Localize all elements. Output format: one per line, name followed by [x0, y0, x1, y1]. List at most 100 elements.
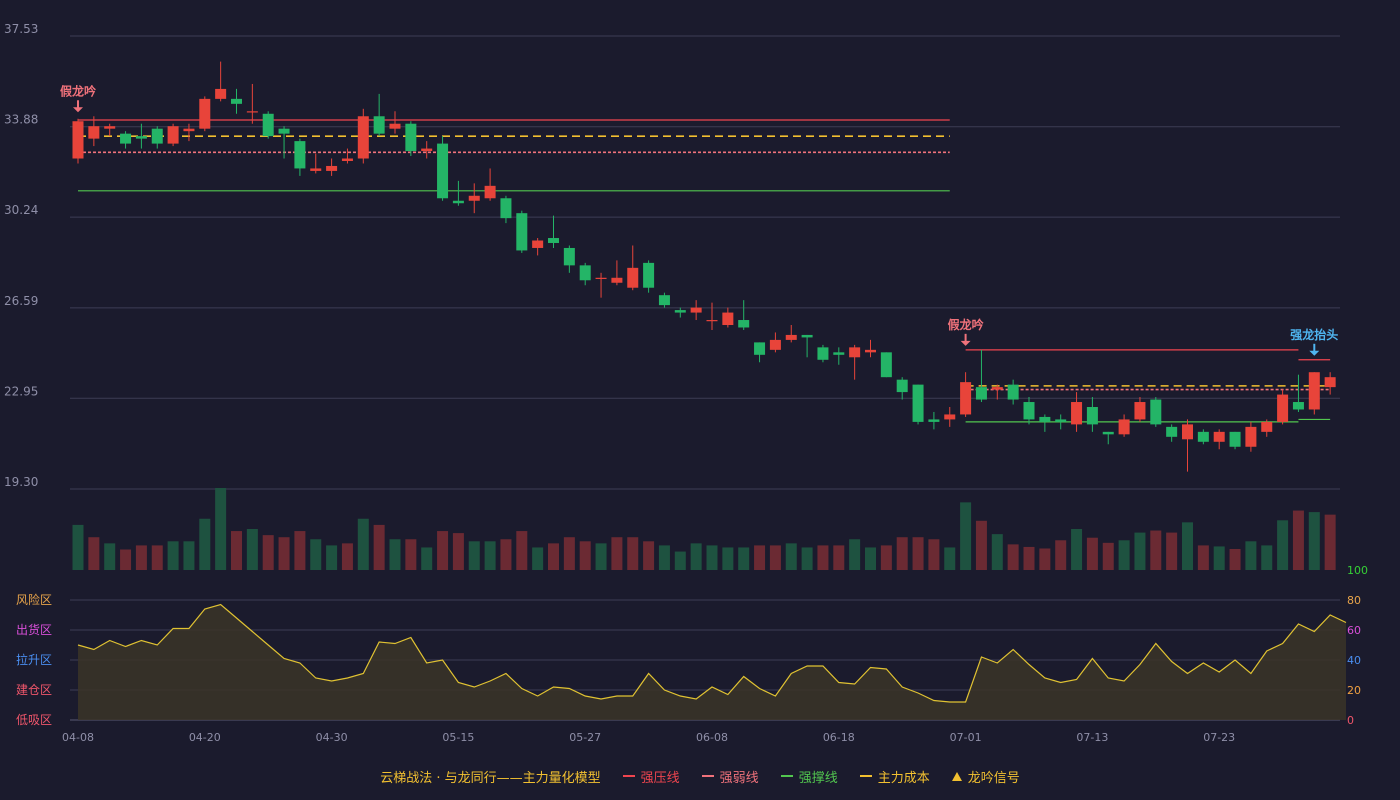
candle-body: [88, 126, 100, 139]
volume-bar: [658, 545, 670, 570]
volume-bar: [484, 541, 496, 570]
candle-body: [1229, 431, 1241, 447]
volume-bar: [754, 545, 766, 570]
candle-body: [944, 414, 956, 420]
volume-bar: [72, 524, 84, 570]
candle-body: [912, 384, 924, 422]
volume-bar: [643, 541, 655, 570]
volume-bar: [912, 537, 924, 570]
level-lines: [78, 119, 1331, 423]
triangle-icon: [951, 771, 962, 781]
candle-body: [167, 126, 179, 144]
indicator-line: [77, 603, 1347, 720]
date-tick-label: 07-01: [950, 731, 982, 744]
indicator-area: [78, 604, 1346, 720]
candle-body: [1102, 431, 1114, 435]
volume-bar: [120, 549, 132, 570]
volume-bar: [437, 531, 449, 570]
legend-label: 强压线: [640, 770, 680, 786]
volume-bar: [1292, 510, 1304, 570]
legend-item-strong-weak[interactable]: 强弱线: [701, 767, 759, 786]
candle-body: [880, 352, 892, 378]
candle-body: [1277, 394, 1289, 422]
signal-label: 强龙抬头: [1290, 327, 1338, 342]
volume-bar: [262, 535, 274, 570]
candle-body: [151, 128, 163, 144]
zone-label: 风险区: [16, 592, 52, 607]
volume-bar: [215, 488, 227, 570]
candle-body: [104, 126, 116, 129]
candle-body: [690, 307, 702, 313]
date-tick-label: 07-13: [1076, 731, 1108, 744]
signal-arrow-head: [73, 107, 83, 113]
volume-bar: [246, 529, 258, 570]
volume-bar: [326, 545, 338, 570]
legend-label: 龙吟信号: [967, 770, 1020, 786]
price-tick-label: 33.88: [4, 113, 38, 127]
candle-body: [135, 136, 147, 139]
volume-bar: [421, 547, 433, 570]
volume-bar: [865, 547, 876, 570]
candle-body: [833, 352, 845, 355]
volume-bar: [1023, 546, 1035, 570]
volume-bar: [357, 518, 369, 570]
candle-body: [437, 143, 449, 199]
candle-body: [120, 133, 132, 144]
candle-body: [532, 240, 544, 248]
volume-bar: [785, 543, 797, 570]
date-tick-label: 04-30: [316, 731, 348, 744]
date-tick-label: 07-23: [1203, 731, 1235, 744]
volume-bar: [817, 545, 829, 570]
candle-body: [1086, 406, 1098, 425]
signal-arrow-head: [960, 340, 971, 346]
candle-body: [563, 247, 575, 266]
legend-item-main-cost[interactable]: 主力成本: [859, 767, 930, 786]
legend-label: 主力成本: [877, 770, 930, 786]
candle-body: [1166, 426, 1178, 437]
candle-body: [199, 98, 211, 129]
indicator-tick-label: 40: [1347, 654, 1361, 667]
candle-body: [991, 387, 1003, 390]
candle-body: [373, 116, 385, 134]
legend-item-strong-support[interactable]: 强撑线: [780, 767, 838, 786]
candle-body: [1007, 384, 1019, 400]
volume-bar: [1324, 514, 1336, 570]
candle-body: [1292, 402, 1304, 410]
volume-bar: [1118, 540, 1130, 570]
candle-body: [1055, 419, 1067, 422]
candle-body: [1118, 419, 1130, 435]
volume-bar: [563, 537, 575, 570]
indicator-axis: 100 80 60 40 20 0: [1347, 564, 1368, 727]
legend-item-dragon-signal[interactable]: 龙吟信号: [951, 767, 1020, 786]
date-tick-label: 05-15: [442, 731, 474, 744]
legend-label: 强撑线: [798, 770, 838, 786]
volume-bar: [516, 531, 528, 570]
zone-label: 出货区: [16, 622, 52, 637]
price-tick-label: 37.53: [4, 22, 38, 36]
indicator-tick-label: 100: [1347, 564, 1368, 577]
volume-bar: [1277, 520, 1289, 570]
date-tick-label: 05-27: [569, 731, 601, 744]
candle-body: [1134, 402, 1146, 420]
candle-body: [611, 277, 623, 283]
candle-body: [326, 165, 338, 171]
candle-body: [468, 195, 480, 201]
candle-body: [341, 158, 353, 161]
legend-label: 强弱线: [719, 770, 759, 786]
candle-body: [310, 168, 322, 171]
candlesticks: [72, 61, 1336, 472]
legend-item-strong-pressure[interactable]: 强压线: [622, 767, 680, 786]
volume-bar: [674, 551, 686, 570]
legend: 云梯战法 · 与龙同行——主力量化模型 强压线 强弱线 强撑线 主力成本 龙吟信…: [0, 764, 1400, 788]
volume-bar: [1182, 522, 1193, 570]
candle-body: [928, 419, 940, 422]
volume-bar: [579, 541, 591, 570]
zone-label: 拉升区: [16, 652, 52, 667]
volume-bar: [1134, 532, 1146, 570]
candle-body: [278, 128, 290, 134]
grid-lines: [70, 35, 1340, 721]
dashed-line-icon: [859, 775, 872, 777]
volume-bar: [468, 541, 480, 570]
volume-bar: [896, 537, 908, 570]
